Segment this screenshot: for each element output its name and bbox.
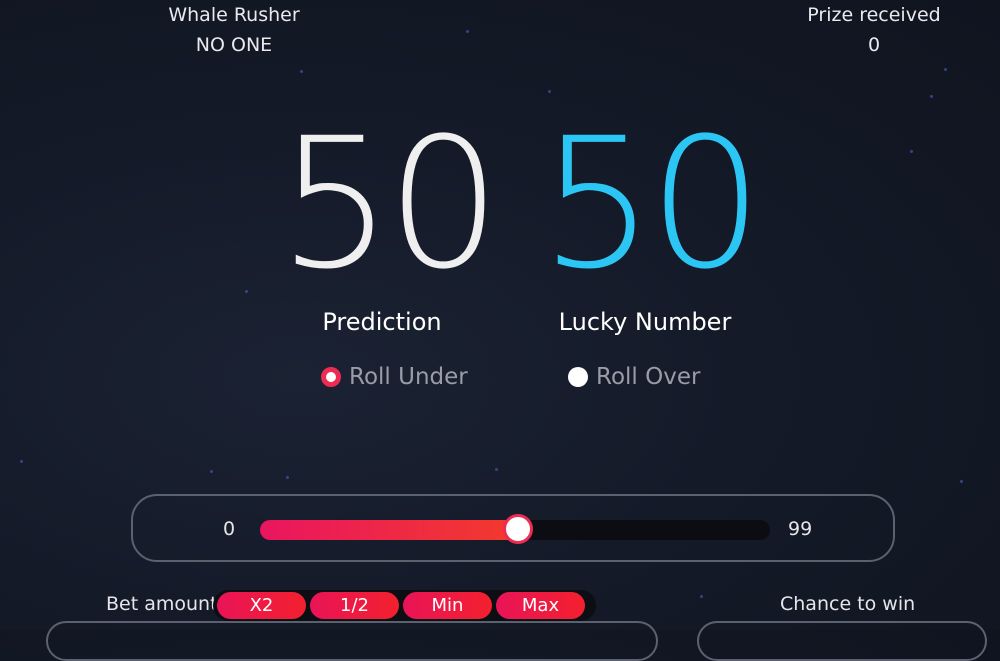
slider-max-label: 99 [788, 518, 813, 540]
slider-fill [260, 520, 518, 540]
radio-selected-icon [321, 367, 341, 387]
prediction-slider-panel: 0 99 [131, 494, 895, 562]
double-bet-button[interactable]: X2 [217, 592, 306, 619]
slider-track[interactable] [260, 514, 770, 544]
whale-rusher-panel: Whale Rusher NO ONE [134, 0, 334, 60]
bet-quick-buttons: X2 1/2 Min Max [213, 590, 596, 621]
roll-under-label: Roll Under [349, 364, 468, 390]
slider-thumb[interactable] [503, 514, 533, 544]
whale-rusher-value: NO ONE [195, 34, 273, 56]
slider-min-label: 0 [223, 518, 236, 540]
half-bet-button[interactable]: 1/2 [310, 592, 399, 619]
bet-amount-label: Bet amount [106, 593, 218, 615]
prediction-number: 50 [278, 100, 501, 309]
min-bet-button[interactable]: Min [403, 592, 492, 619]
lucky-number-label: Lucky Number [558, 308, 732, 336]
lucky-number-value: 50 [540, 100, 763, 309]
bet-amount-input[interactable] [46, 621, 658, 661]
max-bet-button[interactable]: Max [496, 592, 585, 619]
chance-to-win-field [697, 621, 987, 661]
chance-to-win-label: Chance to win [780, 593, 916, 615]
prize-received-panel: Prize received 0 [774, 0, 974, 60]
prize-received-value: 0 [867, 34, 881, 56]
prediction-label: Prediction [322, 308, 442, 336]
radio-unselected-icon [568, 367, 588, 387]
roll-over-label: Roll Over [596, 364, 701, 390]
whale-rusher-title: Whale Rusher [168, 4, 300, 26]
prize-received-title: Prize received [807, 4, 941, 26]
roll-over-radio[interactable]: Roll Over [568, 364, 700, 390]
roll-under-radio[interactable]: Roll Under [321, 364, 468, 390]
